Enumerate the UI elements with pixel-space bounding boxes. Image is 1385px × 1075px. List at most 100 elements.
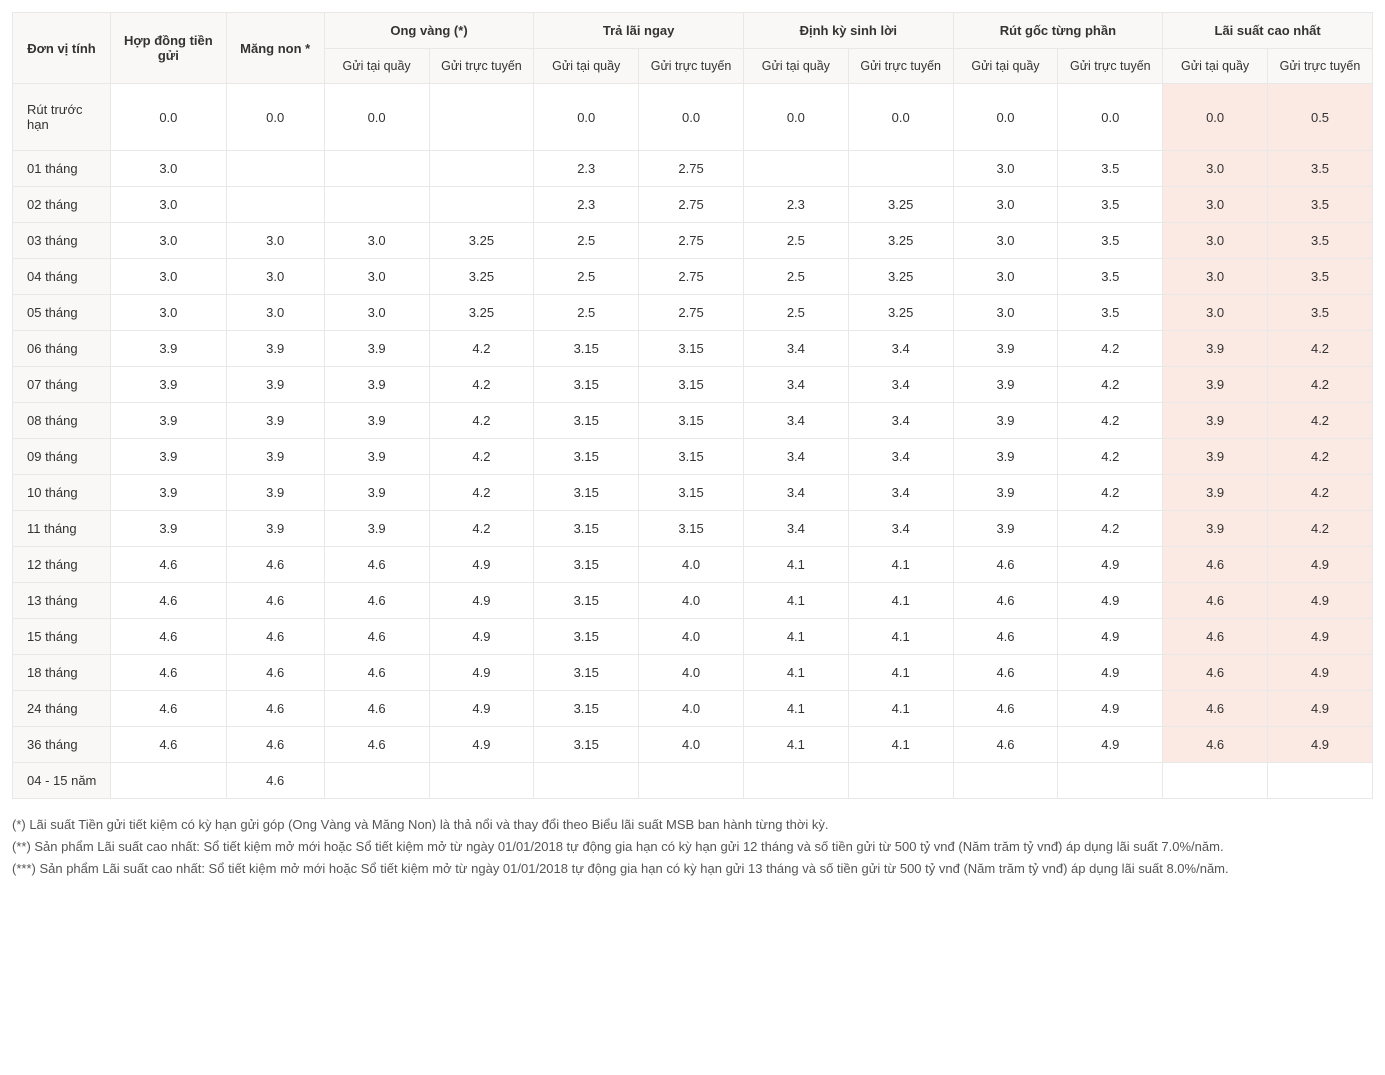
cell-ov_q (324, 187, 429, 223)
cell-contract: 4.6 (111, 583, 227, 619)
col-group-laisuat: Lãi suất cao nhất (1163, 13, 1373, 49)
cell-mangnon: 4.6 (226, 547, 324, 583)
table-row: 07 tháng3.93.93.94.23.153.153.43.43.94.2… (13, 367, 1373, 403)
cell-dk_q (743, 763, 848, 799)
cell-rg_q: 3.9 (953, 439, 1058, 475)
cell-ls_t: 3.5 (1268, 259, 1373, 295)
cell-dk_q: 4.1 (743, 547, 848, 583)
cell-tl_q: 2.5 (534, 295, 639, 331)
cell-rg_t: 3.5 (1058, 259, 1163, 295)
cell-tl_q (534, 763, 639, 799)
cell-dk_q: 4.1 (743, 583, 848, 619)
cell-dk_q: 4.1 (743, 655, 848, 691)
cell-ls_q: 4.6 (1163, 655, 1268, 691)
cell-ls_t: 0.5 (1268, 84, 1373, 151)
cell-dk_t: 4.1 (848, 547, 953, 583)
cell-ov_t: 4.9 (429, 547, 534, 583)
cell-tl_t: 2.75 (639, 223, 744, 259)
cell-ls_q: 3.0 (1163, 295, 1268, 331)
cell-mangnon: 3.9 (226, 403, 324, 439)
cell-ov_q: 3.9 (324, 511, 429, 547)
row-label: 12 tháng (13, 547, 111, 583)
row-label: 36 tháng (13, 727, 111, 763)
cell-dk_t: 4.1 (848, 655, 953, 691)
cell-tl_q: 0.0 (534, 84, 639, 151)
table-row: 04 tháng3.03.03.03.252.52.752.53.253.03.… (13, 259, 1373, 295)
cell-tl_q: 2.5 (534, 223, 639, 259)
cell-tl_q: 3.15 (534, 511, 639, 547)
sub-ongvang-quay: Gửi tại quầy (324, 49, 429, 84)
cell-contract: 3.9 (111, 331, 227, 367)
cell-ls_q: 3.9 (1163, 403, 1268, 439)
cell-contract: 3.0 (111, 151, 227, 187)
cell-rg_t: 4.9 (1058, 655, 1163, 691)
cell-dk_q: 2.3 (743, 187, 848, 223)
cell-ov_q: 4.6 (324, 547, 429, 583)
cell-rg_q: 4.6 (953, 619, 1058, 655)
cell-ls_q: 0.0 (1163, 84, 1268, 151)
cell-ov_t: 3.25 (429, 223, 534, 259)
cell-ls_q: 3.9 (1163, 511, 1268, 547)
col-header-unit: Đơn vị tính (13, 13, 111, 84)
cell-mangnon: 4.6 (226, 727, 324, 763)
row-label: 07 tháng (13, 367, 111, 403)
cell-ls_q: 3.0 (1163, 223, 1268, 259)
cell-ls_t: 4.2 (1268, 367, 1373, 403)
cell-contract: 4.6 (111, 619, 227, 655)
cell-ov_t: 4.9 (429, 727, 534, 763)
cell-tl_q: 3.15 (534, 547, 639, 583)
cell-ls_q: 4.6 (1163, 691, 1268, 727)
cell-tl_q: 3.15 (534, 439, 639, 475)
cell-rg_q: 3.0 (953, 223, 1058, 259)
cell-ls_t: 3.5 (1268, 223, 1373, 259)
cell-ov_t: 4.2 (429, 439, 534, 475)
cell-mangnon: 3.9 (226, 475, 324, 511)
cell-dk_t: 3.4 (848, 403, 953, 439)
cell-ls_q: 3.9 (1163, 475, 1268, 511)
col-group-tralai: Trả lãi ngay (534, 13, 744, 49)
cell-tl_t: 3.15 (639, 511, 744, 547)
cell-rg_q: 3.9 (953, 331, 1058, 367)
row-label: 09 tháng (13, 439, 111, 475)
cell-dk_q: 2.5 (743, 259, 848, 295)
cell-rg_t (1058, 763, 1163, 799)
col-header-mangnon: Măng non * (226, 13, 324, 84)
cell-ov_t (429, 151, 534, 187)
cell-ov_q: 3.9 (324, 331, 429, 367)
cell-ls_t: 4.2 (1268, 403, 1373, 439)
cell-dk_t: 3.4 (848, 439, 953, 475)
row-label: 06 tháng (13, 331, 111, 367)
cell-dk_t: 4.1 (848, 691, 953, 727)
cell-dk_q: 3.4 (743, 511, 848, 547)
cell-rg_t: 4.2 (1058, 475, 1163, 511)
cell-dk_t: 4.1 (848, 583, 953, 619)
cell-mangnon: 3.9 (226, 439, 324, 475)
cell-ls_q (1163, 763, 1268, 799)
cell-contract: 3.9 (111, 439, 227, 475)
table-row: 03 tháng3.03.03.03.252.52.752.53.253.03.… (13, 223, 1373, 259)
cell-rg_q: 4.6 (953, 691, 1058, 727)
cell-dk_t: 3.25 (848, 187, 953, 223)
cell-ls_q: 3.9 (1163, 439, 1268, 475)
cell-ov_q (324, 151, 429, 187)
row-label: Rút trước hạn (13, 84, 111, 151)
cell-ls_t: 4.9 (1268, 583, 1373, 619)
cell-tl_t (639, 763, 744, 799)
cell-ov_t: 4.2 (429, 403, 534, 439)
cell-ov_q: 3.9 (324, 439, 429, 475)
sub-tralai-tuyen: Gửi trực tuyến (639, 49, 744, 84)
cell-dk_t (848, 763, 953, 799)
cell-rg_t: 4.9 (1058, 583, 1163, 619)
cell-ov_t: 4.2 (429, 367, 534, 403)
cell-tl_q: 3.15 (534, 367, 639, 403)
cell-mangnon (226, 187, 324, 223)
cell-rg_t: 4.9 (1058, 691, 1163, 727)
cell-dk_t: 3.4 (848, 331, 953, 367)
cell-ls_t: 4.9 (1268, 655, 1373, 691)
row-label: 02 tháng (13, 187, 111, 223)
cell-dk_q: 4.1 (743, 727, 848, 763)
table-row: 10 tháng3.93.93.94.23.153.153.43.43.94.2… (13, 475, 1373, 511)
cell-dk_t: 0.0 (848, 84, 953, 151)
cell-ls_t (1268, 763, 1373, 799)
cell-rg_t: 3.5 (1058, 151, 1163, 187)
